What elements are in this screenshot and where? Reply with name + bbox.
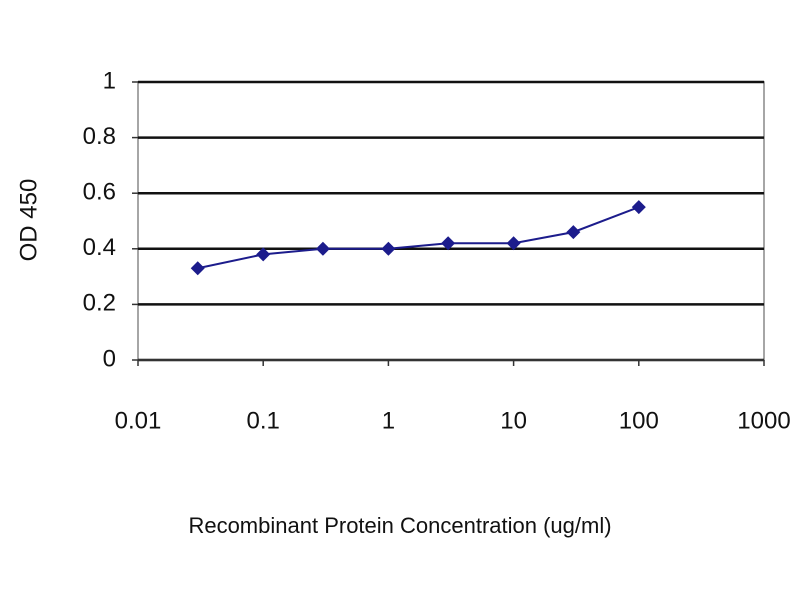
y-tick-label: 0.4 — [83, 234, 116, 261]
x-tick-label: 100 — [619, 407, 659, 434]
data-point — [190, 261, 205, 276]
data-point — [315, 241, 330, 256]
x-tick-label: 1 — [382, 407, 395, 434]
y-tick-label: 1 — [103, 67, 116, 94]
x-tick-label: 10 — [500, 407, 527, 434]
x-tick-label: 1000 — [737, 407, 790, 434]
data-point — [256, 247, 271, 262]
y-tick-label: 0.2 — [83, 290, 116, 317]
y-tick-label: 0.6 — [83, 179, 116, 206]
data-point — [381, 241, 396, 256]
plot-area — [137, 81, 765, 361]
y-tick-label: 0.8 — [83, 123, 116, 150]
data-line — [197, 206, 640, 270]
y-axis-label: OD 450 — [15, 179, 42, 262]
data-point — [566, 225, 581, 240]
x-axis-label: Recombinant Protein Concentration (ug/ml… — [188, 513, 611, 538]
data-point — [506, 236, 521, 251]
data-point — [441, 236, 456, 251]
x-tick-label: 0.1 — [247, 407, 280, 434]
data-point — [631, 200, 646, 215]
x-tick-label: 0.01 — [115, 407, 162, 434]
y-tick-label: 0 — [103, 345, 116, 372]
